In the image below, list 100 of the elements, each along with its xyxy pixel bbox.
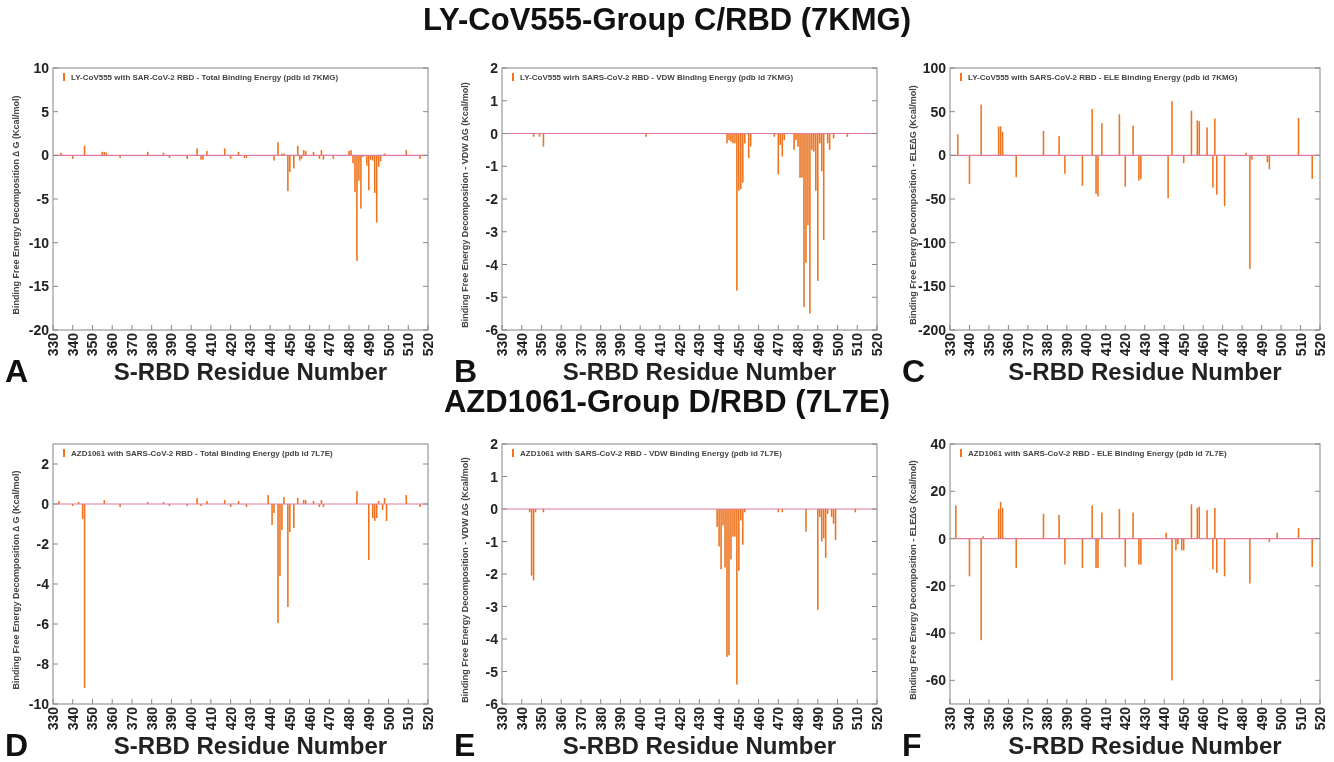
x-tick-label: 380: [592, 706, 609, 731]
y-tick-label: -2: [485, 191, 499, 207]
x-tick-label: 450: [730, 332, 747, 357]
x-tick-label: 420: [671, 706, 688, 731]
y-tick-label: 20: [930, 483, 947, 500]
x-tick-label: 500: [380, 706, 397, 731]
x-axis-title: S-RBD Residue Number: [113, 358, 388, 385]
x-tick-label: 460: [750, 332, 767, 357]
x-tick-label: 480: [790, 706, 807, 731]
x-tick-label: 510: [400, 706, 417, 731]
x-tick-label: 380: [143, 332, 160, 357]
y-axis-title: Binding Free Energy Decomposition - VDW ∆G (Kcal/mol): [460, 82, 470, 328]
x-tick-label: 380: [1039, 706, 1056, 731]
y-tick-label: -5: [36, 191, 50, 207]
y-tick-label: 0: [938, 530, 947, 547]
x-tick-label: 370: [1019, 706, 1036, 731]
text: F: [902, 727, 922, 762]
y-tick-label: 2: [490, 436, 499, 452]
x-tick-label: 510: [400, 332, 417, 357]
x-axis-title: S-RBD Residue Number: [1008, 732, 1282, 759]
x-tick-label: 360: [1000, 706, 1017, 731]
x-tick-label: 410: [651, 332, 668, 357]
x-tick-label: 430: [1136, 332, 1153, 357]
x-tick-label: 480: [341, 332, 358, 357]
x-tick-label: 420: [1117, 706, 1134, 731]
y-tick-label: 0: [41, 147, 50, 164]
x-tick-label: 460: [1195, 332, 1212, 357]
x-tick-label: 450: [1175, 706, 1192, 731]
x-tick-label: 390: [1058, 706, 1075, 731]
x-tick-label: 400: [183, 706, 200, 731]
y-tick-label: 10: [33, 60, 50, 76]
x-tick-label: 360: [104, 332, 121, 357]
x-axis-title: S-RBD Residue Number: [113, 732, 388, 759]
x-tick-label: 400: [183, 332, 200, 357]
x-axis-title: S-RBD Residue Number: [1008, 358, 1282, 385]
x-tick-label: 480: [1234, 706, 1251, 731]
x-tick-label: 490: [1253, 332, 1270, 357]
y-tick-label: 2: [41, 456, 50, 472]
x-tick-label: 380: [1039, 332, 1056, 357]
y-tick-label: -5: [485, 289, 499, 306]
x-tick-label: 340: [64, 706, 81, 731]
legend-label: LY-CoV555 wirh SARS-CoV-2 RBD - VDW Binding Energy (pdb id 7KMG): [520, 73, 794, 82]
x-tick-label: 410: [651, 706, 668, 731]
y-tick-label: 0: [490, 501, 499, 517]
x-tick-label: 380: [592, 332, 609, 357]
x-tick-label: 520: [420, 706, 436, 731]
y-tick-label: 5: [41, 103, 50, 120]
x-tick-label: 340: [961, 332, 978, 357]
y-tick-label: -15: [28, 278, 50, 295]
x-tick-label: 470: [770, 706, 787, 731]
x-tick-label: 430: [1136, 706, 1153, 731]
y-tick-label: -10: [28, 234, 50, 251]
legend-label: LY-CoV555 with SAR-CoV-2 RBD - Total Binding Energy (pdb id 7KMG): [71, 73, 339, 82]
y-tick-label: 2: [490, 60, 499, 76]
x-tick-label: 370: [1019, 332, 1036, 357]
x-tick-label: 370: [572, 332, 589, 357]
y-axis-title: Binding Free Energy Decomposition - ELE∆G (Kcal/mol): [908, 460, 918, 700]
x-tick-label: 400: [632, 706, 649, 731]
y-tick-label: 1: [490, 92, 499, 109]
x-tick-label: 450: [281, 332, 298, 357]
x-axis-title: S-RBD Residue Number: [562, 732, 837, 759]
x-tick-label: 430: [691, 706, 708, 731]
x-tick-label: 490: [809, 332, 826, 357]
x-tick-label: 440: [711, 706, 728, 731]
x-tick-label: 430: [242, 332, 259, 357]
y-tick-label: 1: [490, 468, 499, 485]
x-tick-label: 340: [513, 332, 530, 357]
x-tick-label: 520: [869, 706, 885, 731]
y-tick-label: -4: [36, 576, 50, 592]
y-axis-title: Binding Free Energy Decomposition ∆ G (Kcal/mol): [11, 470, 21, 690]
x-tick-label: 510: [849, 332, 866, 357]
y-tick-label: -4: [485, 256, 499, 273]
y-tick-label: -1: [485, 533, 499, 550]
x-tick-label: 410: [1097, 332, 1114, 357]
x-tick-label: 520: [420, 332, 436, 357]
x-tick-label: 470: [1214, 332, 1231, 357]
x-tick-label: 510: [1292, 332, 1309, 357]
x-tick-label: 490: [809, 706, 826, 731]
x-tick-label: 500: [380, 332, 397, 357]
x-tick-label: 410: [1097, 706, 1114, 731]
y-tick-label: -50: [925, 191, 947, 207]
y-tick-label: 0: [41, 496, 50, 512]
x-tick-label: 470: [770, 332, 787, 357]
x-tick-label: 360: [104, 706, 121, 731]
x-tick-label: 350: [980, 332, 997, 357]
x-tick-label: 510: [1292, 706, 1309, 731]
x-tick-label: 350: [84, 706, 101, 731]
x-tick-label: 490: [360, 706, 377, 731]
x-tick-label: 440: [262, 332, 279, 357]
x-tick-label: 460: [301, 332, 318, 357]
x-tick-label: 390: [163, 332, 180, 357]
y-axis-title: Binding Free Energy Decomposition - ELE∆G (Kcal/mol): [908, 85, 918, 325]
x-tick-label: 450: [730, 706, 747, 731]
x-tick-label: 520: [1312, 332, 1328, 357]
x-tick-label: 400: [1078, 332, 1095, 357]
x-tick-label: 440: [1156, 332, 1173, 357]
chart-title: LY-CoV555-Group C/RBD (7KMG): [422, 2, 912, 37]
x-tick-label: 440: [262, 706, 279, 731]
y-tick-label: 50: [930, 103, 947, 120]
y-tick-label: -100: [917, 234, 947, 251]
